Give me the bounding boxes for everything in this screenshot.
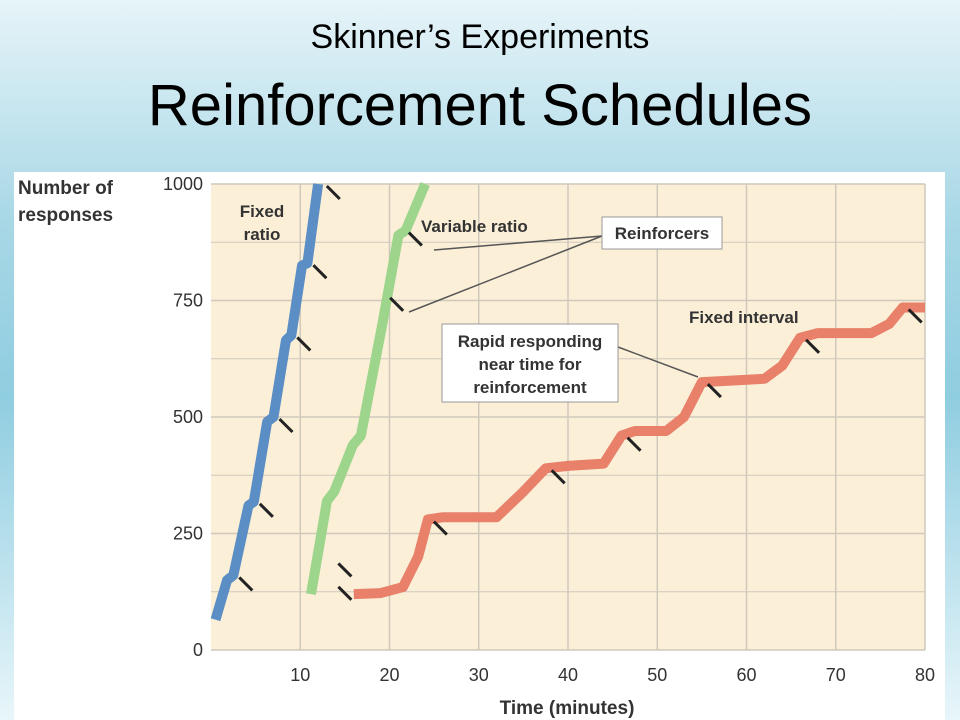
reinforcer-mark-variable-ratio-1 bbox=[337, 562, 353, 578]
y-axis-title-line2: responses bbox=[18, 205, 113, 226]
reinforcers-pointer-2 bbox=[408, 235, 603, 313]
reinforcement-chart: 10 20 30 40 50 60 70 80 0 250 500 750 1000 Number o… bbox=[18, 174, 935, 719]
reinforcer-mark-fixed-ratio-2 bbox=[278, 417, 294, 434]
x-tick-30: 30 bbox=[469, 665, 489, 685]
x-tick-10: 10 bbox=[290, 665, 310, 685]
slide-subtitle: Skinner’s Experiments bbox=[310, 18, 650, 56]
rapid-annotation-line2: near time for bbox=[479, 355, 582, 374]
rapid-pointer bbox=[617, 346, 699, 378]
x-tick-40: 40 bbox=[558, 665, 578, 685]
rapid-annotation-line3: reinforcement bbox=[473, 378, 587, 397]
reinforcers-box bbox=[601, 216, 723, 250]
y-tick-1000: 1000 bbox=[163, 174, 203, 194]
reinforcer-mark-variable-ratio-0 bbox=[337, 585, 353, 601]
chart-panel: 10 20 30 40 50 60 70 80 0 250 500 750 1000 Number o… bbox=[14, 172, 945, 720]
y-tick-250: 250 bbox=[173, 524, 203, 544]
y-tick-500: 500 bbox=[173, 407, 203, 427]
reinforcer-marks bbox=[238, 184, 923, 601]
reinforcers-annotation: Reinforcers bbox=[615, 224, 709, 243]
series-label-fixed-ratio-line2: ratio bbox=[244, 225, 281, 244]
reinforcer-mark-fixed-interval-4 bbox=[804, 338, 821, 354]
series-line-fixed-interval bbox=[353, 302, 925, 600]
rapid-responding-box bbox=[441, 323, 619, 403]
series-label-fixed-interval: Fixed interval bbox=[689, 308, 799, 327]
reinforcer-mark-fixed-interval-5 bbox=[907, 308, 923, 324]
reinforcer-mark-fixed-interval-3 bbox=[706, 382, 722, 399]
series-line-variable-ratio bbox=[306, 182, 430, 595]
reinforcer-mark-variable-ratio-2 bbox=[407, 231, 423, 247]
reinforcer-mark-fixed-ratio-4 bbox=[312, 264, 328, 280]
x-tick-80: 80 bbox=[915, 665, 935, 685]
x-tick-labels: 10 20 30 40 50 60 70 80 bbox=[290, 665, 935, 685]
series-layer bbox=[210, 182, 925, 622]
y-tick-750: 750 bbox=[173, 291, 203, 311]
slide-title: Reinforcement Schedules bbox=[147, 73, 813, 138]
reinforcer-mark-fixed-ratio-5 bbox=[325, 184, 341, 201]
x-tick-60: 60 bbox=[736, 665, 756, 685]
reinforcer-mark-fixed-ratio-1 bbox=[258, 502, 274, 518]
x-axis-title: Time (minutes) bbox=[500, 698, 635, 719]
x-tick-70: 70 bbox=[826, 665, 846, 685]
series-label-fixed-ratio-line1: Fixed bbox=[240, 202, 284, 221]
series-line-fixed-ratio bbox=[210, 183, 324, 622]
reinforcer-mark-fixed-interval-2 bbox=[626, 436, 642, 452]
y-axis-title-line1: Number of bbox=[18, 178, 114, 199]
reinforcer-mark-variable-ratio-3 bbox=[389, 296, 405, 312]
x-tick-20: 20 bbox=[379, 665, 399, 685]
x-tick-50: 50 bbox=[647, 665, 667, 685]
y-tick-0: 0 bbox=[193, 640, 203, 660]
grid-lines bbox=[211, 183, 926, 651]
rapid-annotation-line1: Rapid responding bbox=[458, 332, 603, 351]
reinforcer-mark-fixed-ratio-0 bbox=[238, 576, 254, 592]
reinforcer-mark-fixed-interval-0 bbox=[432, 520, 448, 536]
reinforcer-mark-fixed-interval-1 bbox=[550, 469, 566, 485]
reinforcer-mark-fixed-ratio-3 bbox=[296, 336, 312, 352]
y-tick-labels: 0 250 500 750 1000 bbox=[163, 174, 203, 660]
series-label-variable-ratio: Variable ratio bbox=[421, 217, 528, 236]
reinforcers-pointer-1 bbox=[433, 235, 603, 251]
